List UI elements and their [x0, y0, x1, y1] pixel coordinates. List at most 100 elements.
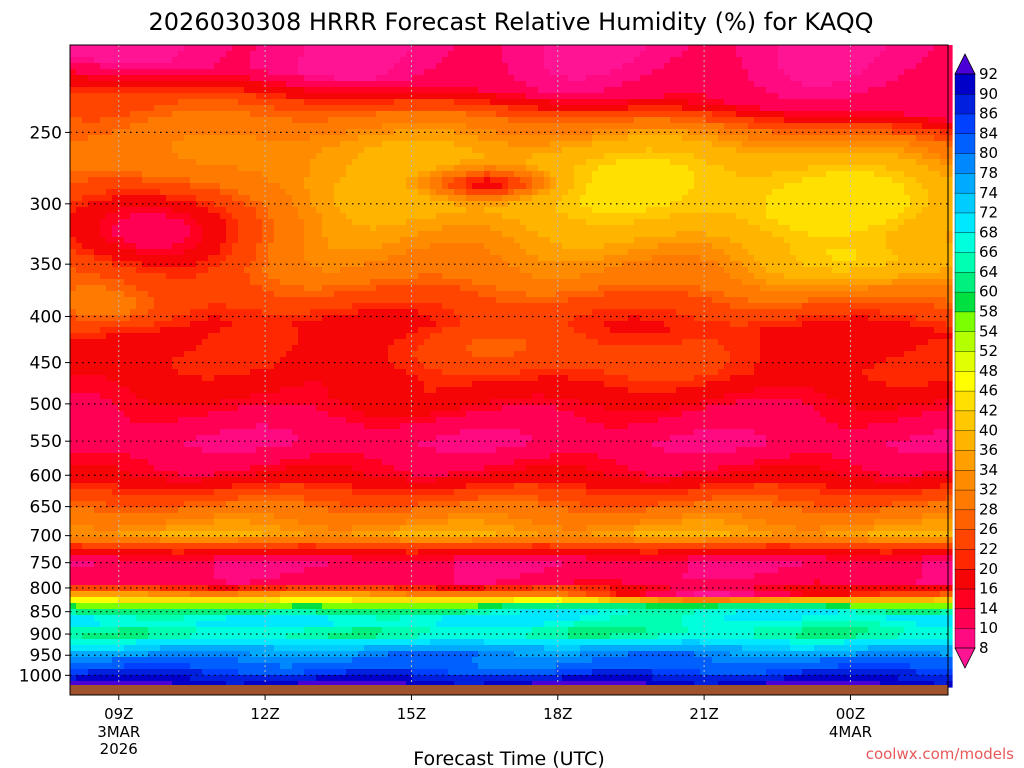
rh-cell: [208, 519, 215, 526]
rh-cell: [334, 567, 341, 574]
rh-cell: [148, 663, 155, 670]
rh-cell: [214, 615, 221, 622]
rh-cell: [226, 321, 233, 328]
rh-cell: [340, 531, 347, 538]
rh-cell: [250, 651, 257, 658]
rh-cell: [142, 321, 149, 328]
rh-cell: [244, 615, 251, 622]
rh-cell: [208, 303, 215, 310]
rh-cell: [166, 177, 173, 184]
rh-cell: [88, 177, 95, 184]
rh-cell: [280, 453, 287, 460]
rh-cell: [322, 531, 329, 538]
rh-cell: [154, 105, 161, 112]
rh-cell: [94, 111, 101, 118]
rh-cell: [244, 45, 251, 52]
rh-cell: [244, 561, 251, 568]
rh-cell: [190, 63, 197, 70]
rh-cell: [136, 81, 143, 88]
rh-cell: [178, 159, 185, 166]
rh-cell: [322, 369, 329, 376]
rh-cell: [220, 177, 227, 184]
rh-cell: [310, 447, 317, 454]
rh-cell: [196, 387, 203, 394]
rh-cell: [220, 675, 227, 682]
rh-cell: [208, 447, 215, 454]
rh-cell: [184, 189, 191, 196]
rh-cell: [292, 393, 299, 400]
rh-cell: [178, 219, 185, 226]
rh-cell: [202, 339, 209, 346]
rh-cell: [190, 99, 197, 106]
rh-cell: [130, 615, 137, 622]
rh-cell: [142, 483, 149, 490]
rh-cell: [184, 111, 191, 118]
rh-cell: [334, 99, 341, 106]
rh-cell: [184, 675, 191, 682]
rh-cell: [328, 45, 335, 52]
rh-cell: [154, 57, 161, 64]
rh-cell: [262, 669, 269, 676]
rh-cell: [82, 363, 89, 370]
rh-cell: [226, 189, 233, 196]
rh-cell: [214, 231, 221, 238]
rh-cell: [268, 225, 275, 232]
rh-cell: [238, 51, 245, 58]
rh-cell: [232, 153, 239, 160]
rh-cell: [124, 351, 131, 358]
rh-cell: [82, 621, 89, 628]
rh-cell: [274, 249, 281, 256]
rh-cell: [334, 207, 341, 214]
rh-cell: [280, 291, 287, 298]
rh-cell: [196, 51, 203, 58]
rh-cell: [280, 57, 287, 64]
rh-cell: [100, 651, 107, 658]
rh-cell: [208, 549, 215, 556]
rh-cell: [154, 561, 161, 568]
rh-cell: [238, 297, 245, 304]
rh-cell: [130, 195, 137, 202]
rh-cell: [214, 519, 221, 526]
rh-cell: [124, 543, 131, 550]
rh-cell: [334, 267, 341, 274]
rh-cell: [304, 429, 311, 436]
rh-cell: [82, 381, 89, 388]
rh-cell: [178, 369, 185, 376]
rh-cell: [88, 369, 95, 376]
rh-cell: [316, 45, 323, 52]
rh-cell: [238, 207, 245, 214]
rh-cell: [244, 219, 251, 226]
rh-cell: [304, 273, 311, 280]
rh-cell: [304, 513, 311, 520]
rh-cell: [178, 279, 185, 286]
rh-cell: [100, 597, 107, 604]
rh-cell: [328, 597, 335, 604]
rh-cell: [214, 543, 221, 550]
rh-cell: [136, 165, 143, 172]
rh-cell: [304, 621, 311, 628]
rh-cell: [244, 159, 251, 166]
rh-cell: [346, 339, 353, 346]
rh-cell: [328, 81, 335, 88]
rh-cell: [196, 213, 203, 220]
rh-cell: [226, 273, 233, 280]
rh-cell: [310, 375, 317, 382]
rh-cell: [148, 93, 155, 100]
rh-cell: [340, 393, 347, 400]
rh-cell: [130, 405, 137, 412]
rh-cell: [244, 123, 251, 130]
rh-cell: [250, 99, 257, 106]
rh-cell: [268, 603, 275, 610]
rh-cell: [268, 465, 275, 472]
rh-cell: [328, 573, 335, 580]
rh-cell: [334, 135, 341, 142]
rh-cell: [106, 171, 113, 178]
rh-cell: [124, 591, 131, 598]
rh-cell: [304, 153, 311, 160]
rh-cell: [238, 621, 245, 628]
rh-cell: [304, 171, 311, 178]
rh-cell: [328, 345, 335, 352]
rh-cell: [304, 519, 311, 526]
rh-cell: [238, 285, 245, 292]
rh-cell: [214, 627, 221, 634]
